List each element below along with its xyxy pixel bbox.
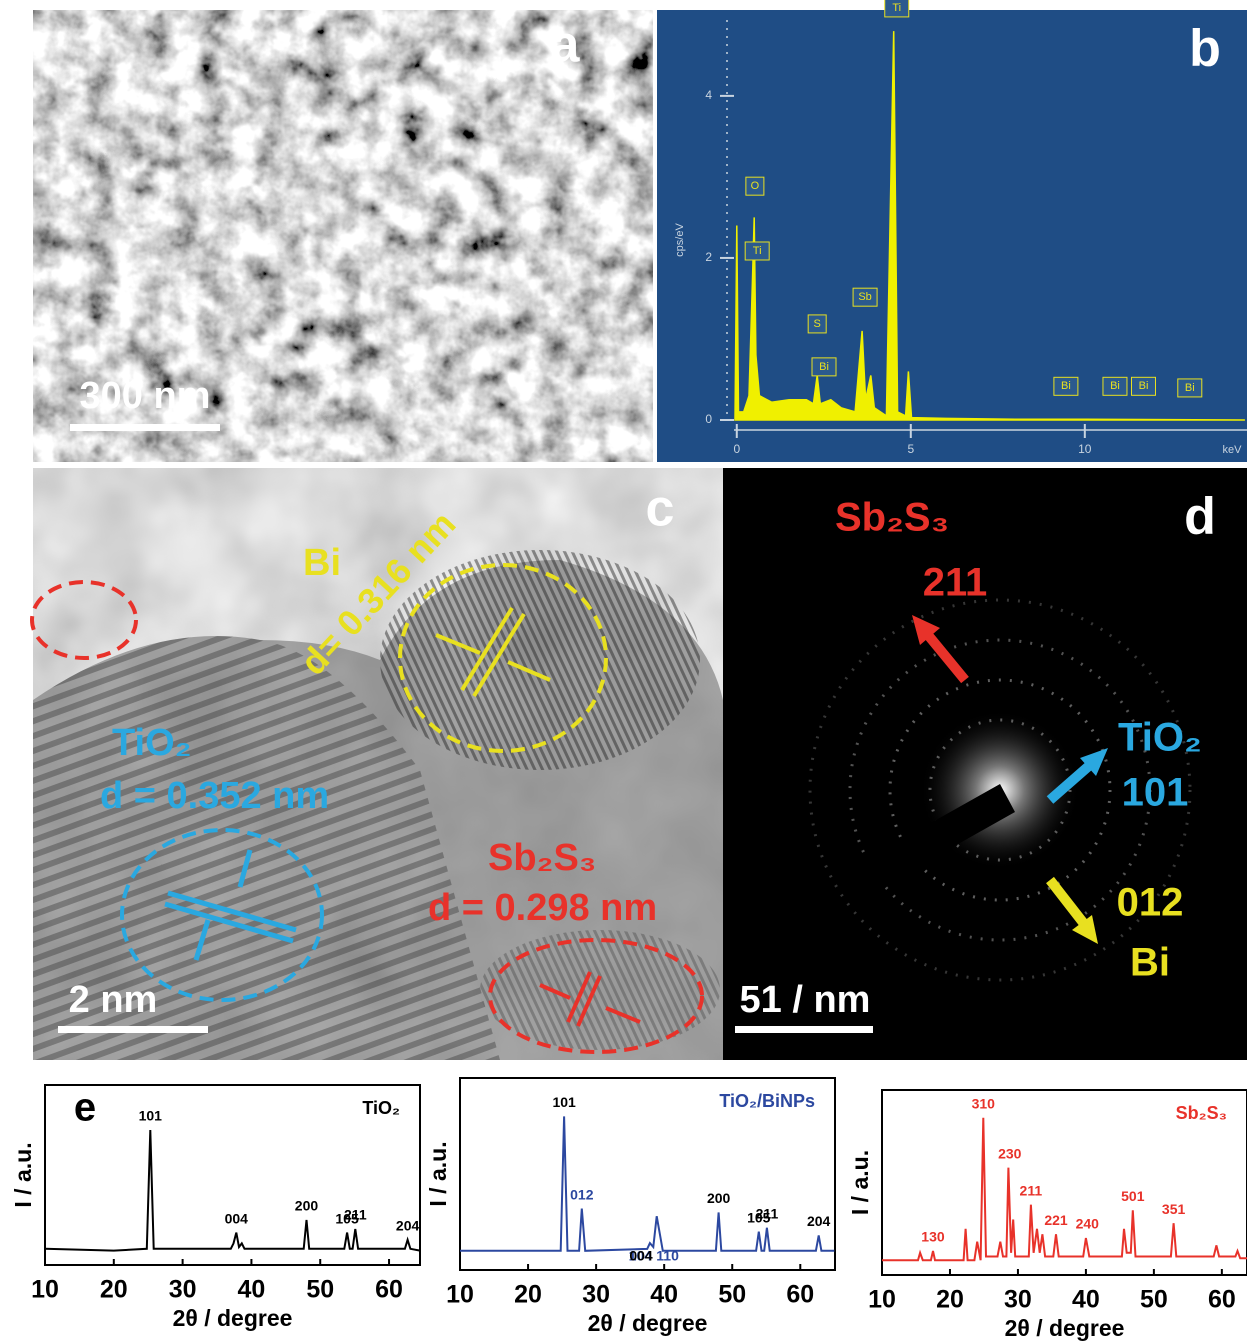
- x-tick-label: 40: [650, 1281, 678, 1309]
- eds-background: [657, 10, 1247, 462]
- pattern-title: TiO₂/BiNPs: [719, 1091, 815, 1111]
- y-tick-label: 0: [705, 412, 712, 426]
- peak-label: 200: [295, 1198, 319, 1214]
- x-tick-label: 50: [306, 1276, 334, 1304]
- x-tick-label: 20: [514, 1281, 542, 1309]
- x-tick-label: 30: [1004, 1286, 1032, 1314]
- scale-bar: [735, 1026, 873, 1033]
- x-tick-label: 5: [907, 442, 914, 456]
- annotation: 012: [1117, 881, 1184, 925]
- peak-label: 101: [139, 1108, 163, 1124]
- element-label: Ti: [892, 2, 901, 14]
- element-label: Sb: [858, 291, 871, 303]
- panel-label: b: [1189, 20, 1221, 78]
- xrd-pattern: [45, 1130, 420, 1251]
- x-axis-label: 2θ / degree: [588, 1310, 708, 1336]
- scale-text: 2 nm: [69, 979, 158, 1021]
- x-tick-label: 10: [31, 1276, 59, 1304]
- annotation: d = 0.352 nm: [100, 775, 329, 817]
- peak-label: 240: [1076, 1216, 1100, 1232]
- x-axis-label: keV: [1223, 444, 1243, 456]
- peak-label: 310: [972, 1095, 996, 1111]
- element-label: O: [751, 180, 760, 192]
- figure: a 300 nm b c Bi d= 0.316 nm TiO₂ d = 0.3…: [0, 0, 1247, 1343]
- x-tick-label: 50: [1140, 1286, 1168, 1314]
- peak-label: 110: [656, 1248, 679, 1264]
- annotation: 211: [923, 561, 988, 605]
- peak-label: 204: [807, 1213, 831, 1229]
- x-tick-label: 10: [446, 1281, 474, 1309]
- pattern-title: Sb₂S₃: [1176, 1103, 1227, 1123]
- x-tick-label: 50: [718, 1281, 746, 1309]
- x-tick-label: 20: [936, 1286, 964, 1314]
- element-label: Bi: [1061, 380, 1071, 392]
- x-axis-label: 2θ / degree: [1005, 1315, 1125, 1341]
- element-label: S: [814, 318, 821, 330]
- x-tick-label: 10: [1078, 442, 1092, 456]
- element-label: Bi: [1139, 380, 1149, 392]
- x-axis-label: 2θ / degree: [173, 1305, 293, 1331]
- annotation: Sb₂S₃: [835, 496, 949, 540]
- peak-label: 221: [1044, 1212, 1068, 1228]
- scale-bar: [70, 424, 220, 431]
- x-tick-label: 0: [733, 442, 740, 456]
- x-tick-label: 40: [238, 1276, 266, 1304]
- y-axis-label: I / a.u.: [425, 1141, 451, 1206]
- x-tick-label: 60: [786, 1281, 814, 1309]
- x-tick-label: 60: [1208, 1286, 1236, 1314]
- x-tick-label: 30: [582, 1281, 610, 1309]
- x-tick-label: 10: [868, 1286, 896, 1314]
- peak-label: 501: [1121, 1188, 1145, 1204]
- panel-label: d: [1184, 488, 1216, 546]
- peak-label: 230: [998, 1145, 1022, 1161]
- panel-label: c: [646, 480, 675, 538]
- annotation: Sb₂S₃: [488, 837, 596, 879]
- peak-label: 211: [344, 1207, 367, 1223]
- element-label: Bi: [1110, 380, 1120, 392]
- scale-bar: [58, 1026, 208, 1033]
- annotation: TiO₂: [112, 722, 192, 764]
- x-tick-label: 60: [375, 1276, 403, 1304]
- peak-label: 101: [552, 1094, 576, 1110]
- panel-label: e: [74, 1086, 96, 1130]
- y-tick-label: 4: [705, 88, 712, 102]
- peak-label: 204: [396, 1218, 420, 1234]
- x-tick-label: 20: [100, 1276, 128, 1304]
- peak-label: 004: [629, 1248, 653, 1264]
- element-label: Bi: [819, 361, 829, 373]
- scale-text: 51 / nm: [740, 979, 871, 1021]
- annotation: Bi: [1130, 941, 1170, 985]
- x-tick-label: 40: [1072, 1286, 1100, 1314]
- y-axis-label: I / a.u.: [847, 1150, 873, 1215]
- peak-label: 200: [707, 1190, 731, 1206]
- element-label: Bi: [1185, 382, 1195, 394]
- x-tick-label: 30: [169, 1276, 197, 1304]
- annotation: d = 0.298 nm: [428, 887, 657, 929]
- element-label: Ti: [753, 245, 762, 257]
- y-axis-label: I / a.u.: [10, 1142, 36, 1207]
- peak-label: 211: [756, 1205, 779, 1221]
- peak-label: 211: [1020, 1182, 1043, 1198]
- panel-label: a: [551, 16, 581, 74]
- scale-text: 300 nm: [80, 375, 211, 417]
- peak-label: 012: [570, 1186, 594, 1202]
- xrd-pattern: [460, 1116, 834, 1250]
- annotation: Bi: [303, 542, 341, 584]
- y-tick-label: 2: [705, 250, 712, 264]
- peak-label: 130: [921, 1229, 945, 1245]
- pattern-title: TiO₂: [362, 1098, 400, 1118]
- annotation: 101: [1122, 771, 1189, 815]
- page: a 300 nm b c Bi d= 0.316 nm TiO₂ d = 0.3…: [0, 0, 1247, 1343]
- annotation: TiO₂: [1118, 716, 1202, 760]
- peak-label: 004: [225, 1210, 249, 1226]
- peak-label: 351: [1162, 1201, 1186, 1217]
- y-axis-label: cps/eV: [674, 223, 686, 257]
